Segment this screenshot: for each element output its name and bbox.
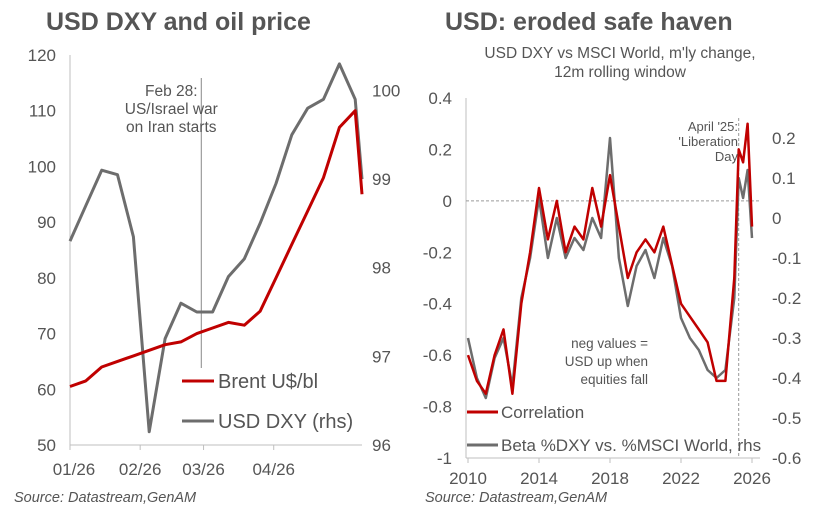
right-y2-tick-label: -0.1	[772, 249, 801, 268]
left-y2-tick-label: 96	[372, 436, 391, 455]
right-y-tick-label: -0.6	[423, 346, 452, 365]
event-annotation-text: US/Israel war	[125, 101, 218, 118]
subtitle-line-1: USD DXY vs MSCI World, m'ly change,	[484, 45, 756, 62]
dxy-series-line	[68, 62, 364, 434]
left-chart-title: USD DXY and oil price	[46, 8, 311, 36]
neg-values-annotation: neg values =	[571, 336, 648, 351]
right-y2-tick-label: -0.3	[772, 329, 801, 348]
neg-values-annotation: USD up when	[565, 354, 648, 369]
right-chart-source: Source: Datastream,GenAM	[425, 490, 608, 506]
left-y-tick-label: 80	[37, 269, 56, 288]
left-x-tick-label: 02/26	[119, 460, 162, 479]
right-x-tick-label: 2018	[591, 469, 629, 488]
right-y2-tick-label: 0.2	[772, 129, 796, 148]
right-x-tick-label: 2010	[449, 469, 487, 488]
left-y2-tick-label: 98	[372, 259, 391, 278]
left-y-tick-label: 90	[37, 213, 56, 232]
left-x-tick-label: 04/26	[252, 460, 295, 479]
left-y-tick-label: 120	[28, 46, 56, 65]
legend-label-beta: Beta %DXY vs. %MSCI World, rhs	[501, 436, 761, 455]
legend-label-brent: Brent U$/bl	[218, 371, 318, 393]
left-y-tick-label: 110	[29, 102, 56, 121]
left-chart-source: Source: Datastream,GenAM	[14, 490, 197, 506]
left-y-tick-label: 100	[28, 157, 56, 176]
right-chart-title: USD: eroded safe haven	[445, 8, 733, 36]
right-x-tick-label: 2022	[662, 469, 700, 488]
right-y2-tick-label: 0.1	[772, 169, 796, 188]
left-y2-tick-label: 97	[372, 347, 391, 366]
left-y-tick-label: 50	[37, 436, 56, 455]
right-chart-subtitle: USD DXY vs MSCI World, m'ly change, 12m …	[420, 44, 820, 82]
right-y-tick-label: -0.4	[423, 295, 452, 314]
right-y2-tick-label: -0.5	[772, 409, 801, 428]
event-annotation-text: Feb 28:	[145, 83, 198, 100]
right-x-tick-label: 2026	[733, 469, 771, 488]
legend-label-dxy: USD DXY (rhs)	[218, 411, 353, 433]
left-y-tick-label: 60	[37, 380, 56, 399]
correlation-series-line	[466, 122, 754, 395]
right-y2-tick-label: -0.2	[772, 289, 801, 308]
right-y-tick-label: 0	[443, 192, 452, 211]
event-annotation-text: on Iran starts	[126, 119, 217, 136]
liberation-day-annotation: Day	[715, 149, 739, 164]
left-x-tick-label: 01/26	[53, 460, 96, 479]
right-x-tick-label: 2014	[520, 469, 558, 488]
right-y2-tick-label: 0	[772, 209, 781, 228]
liberation-day-annotation: April '25:	[688, 119, 738, 134]
left-x-tick-label: 03/26	[182, 460, 225, 479]
right-y-tick-label: -1	[437, 449, 452, 468]
left-y2-tick-label: 100	[372, 81, 400, 100]
neg-values-annotation: equities fall	[580, 372, 648, 387]
right-y2-tick-label: -0.6	[772, 449, 801, 468]
left-y-tick-label: 70	[37, 325, 56, 344]
subtitle-line-2: 12m rolling window	[554, 64, 686, 81]
right-y2-tick-label: -0.4	[772, 369, 801, 388]
right-y-tick-label: 0.4	[428, 89, 452, 108]
right-y-tick-label: -0.8	[423, 398, 452, 417]
right-y-tick-label: -0.2	[423, 243, 452, 262]
right-y-tick-label: 0.2	[428, 140, 452, 159]
liberation-day-annotation: 'Liberation	[678, 134, 738, 149]
left-y2-tick-label: 99	[372, 170, 391, 189]
legend-label-correlation: Correlation	[501, 403, 584, 422]
brent-series-line	[69, 109, 364, 388]
